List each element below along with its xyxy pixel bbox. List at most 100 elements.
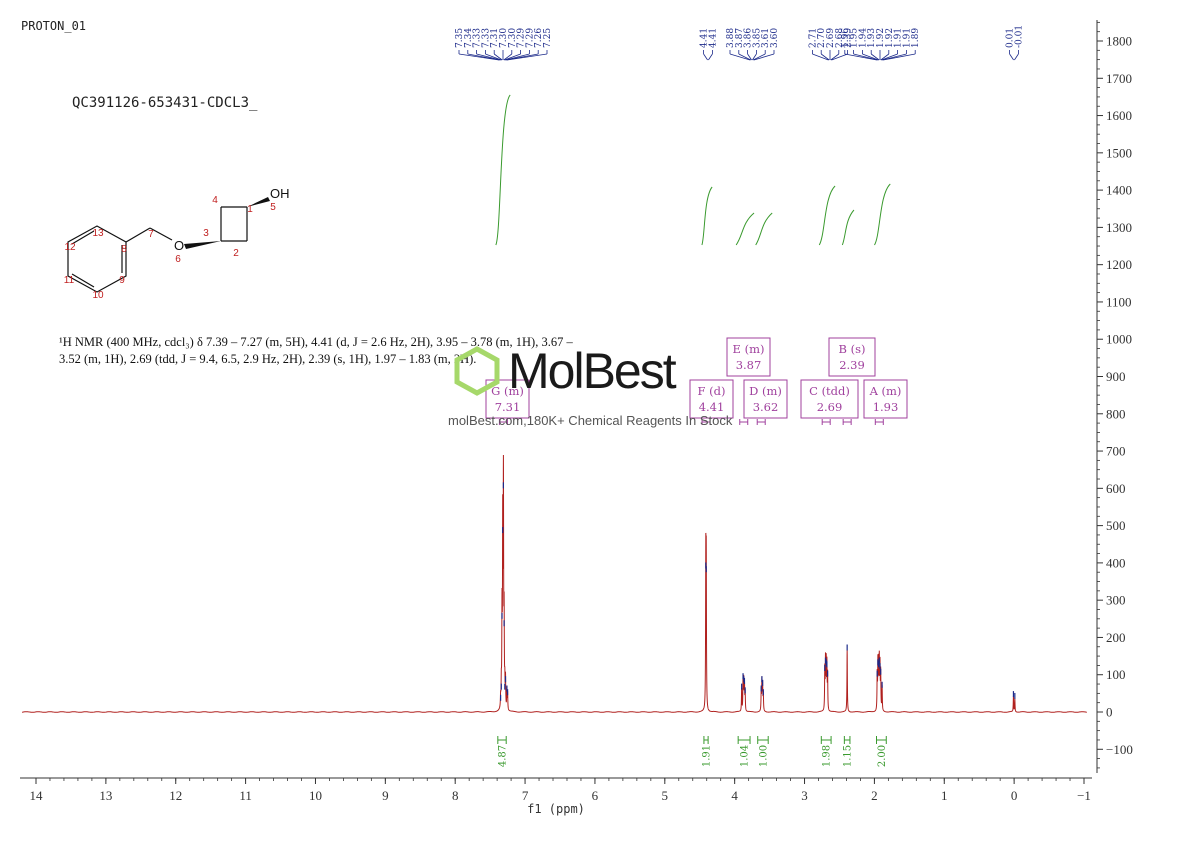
- axes-group: 14 13 12 11 10 9 8 7 6 5 4 3 2 1 0 −1f1 (ppm)1800170016…: [20, 20, 1133, 816]
- multiplet-label: C (tdd): [809, 384, 850, 398]
- peak-shift-label: 1.93: [867, 28, 877, 48]
- peak-label-connector: [493, 53, 503, 61]
- y-tick-label: 1700: [1106, 71, 1132, 86]
- peak-label-connector: [870, 53, 880, 61]
- x-tick-label: 4: [731, 788, 738, 803]
- peak-shift-label: 7.26: [534, 28, 544, 48]
- integral-labels: 4.87 1.91 1.04 1.00 1.98 1.15 2.00: [497, 736, 888, 767]
- peak-shift-label: 4.41: [708, 28, 718, 48]
- atom-number-label: 11: [64, 275, 75, 286]
- peak-shift-label: 7.33: [481, 28, 491, 48]
- multiplet-label: E (m): [733, 342, 765, 356]
- peak-shift-label: 1.92: [876, 28, 886, 48]
- wedge-bond-oh: [247, 197, 270, 207]
- x-tick-label: 0: [1011, 788, 1018, 803]
- peak-label-connector: [1014, 53, 1019, 61]
- peak-label-connector: [476, 53, 501, 61]
- peak-shift-label: 3.85: [752, 28, 762, 48]
- integral-curve: [755, 212, 773, 246]
- peak-shift-label: 1.89: [911, 28, 921, 48]
- integral-value-label: 4.87: [498, 745, 509, 767]
- y-tick-label: 1300: [1106, 220, 1132, 235]
- atom-number-label: 1: [247, 204, 253, 215]
- atom-number-label: 13: [92, 228, 104, 239]
- peak-label-connector: [881, 53, 898, 61]
- multiplet-shift: 3.62: [753, 400, 779, 414]
- peak-label-connector: [485, 53, 502, 61]
- watermark-tagline: molBest.com,180K+ Chemical Reagents In S…: [448, 413, 733, 428]
- peak-shift-label: 7.29: [517, 28, 527, 48]
- spectrum-trace: [21, 454, 1087, 713]
- multiplet-shift: 4.41: [699, 400, 725, 414]
- bond-o-ch2: [149, 227, 173, 241]
- peak-shift-label: 1.95: [850, 28, 860, 48]
- multiplet-box: [800, 379, 859, 419]
- peak-label-connector: [1009, 53, 1014, 61]
- peak-shift-label: 2.69: [826, 28, 836, 48]
- x-tick-label: 1: [941, 788, 948, 803]
- x-tick-label: 11: [239, 788, 252, 803]
- integral-curve: [701, 186, 713, 246]
- x-tick-label: 6: [592, 788, 599, 803]
- peak-label-connector: [504, 53, 521, 61]
- atom-number-label: 2: [233, 248, 239, 259]
- peak-shift-label: 3.86: [744, 28, 754, 48]
- peak-label-connector: [467, 53, 500, 61]
- peak-shift-label: 2.68: [835, 28, 845, 48]
- multiplet-label: A (m): [869, 384, 902, 398]
- integral-curve: [841, 209, 855, 246]
- integral-curve: [874, 183, 891, 246]
- y-tick-label: −100: [1106, 742, 1133, 757]
- peak-shift-label: 1.91: [894, 28, 904, 48]
- y-tick-label: 600: [1106, 481, 1126, 496]
- peak-label-connector: [708, 53, 713, 61]
- atom-number-label: 6: [175, 254, 181, 265]
- atom-number-label: 5: [270, 202, 276, 213]
- peak-label-connector: [812, 53, 829, 61]
- integral-value-label: 1.15: [843, 745, 854, 767]
- atom-number-label: 10: [92, 290, 104, 301]
- integral-curves: [495, 94, 891, 246]
- integral-value-label: 1.04: [740, 745, 751, 767]
- y-tick-label: 1200: [1106, 257, 1132, 272]
- benzene-double-2: [71, 273, 95, 288]
- x-tick-label: 7: [522, 788, 529, 803]
- multiplet-shift: 3.87: [736, 358, 762, 372]
- peak-label-connector: [820, 53, 830, 61]
- peak-shift-label: 7.30: [508, 28, 518, 48]
- peak-shift-label: 1.91: [902, 28, 912, 48]
- peak-label-connector: [830, 53, 840, 61]
- multiplet-box: [828, 337, 876, 377]
- benzene-ring: [67, 225, 127, 293]
- atom-number-label: 12: [64, 242, 76, 253]
- x-tick-label: 2: [871, 788, 878, 803]
- nmr-description-line1: ¹H NMR (400 MHz, cdcl₃) δ 7.39 – 7.27 (m…: [59, 335, 573, 349]
- peak-shift-label: 1.96: [841, 28, 851, 48]
- y-tick-label: 1600: [1106, 108, 1132, 123]
- peak-shift-label: 2.71: [808, 28, 818, 48]
- peak-shift-label: 0.01: [1006, 28, 1016, 48]
- x-tick-label: 3: [801, 788, 808, 803]
- peak-shift-label: 2.39: [844, 28, 854, 48]
- x-tick-label: 12: [169, 788, 182, 803]
- peak-shift-label: 4.41: [700, 28, 710, 48]
- peak-label-connector: [753, 53, 775, 61]
- peak-label-connector: [747, 53, 752, 61]
- atom-number-label: 4: [212, 195, 218, 206]
- integral-value-label: 1.00: [758, 745, 769, 767]
- integral-value-label: 1.91: [702, 745, 713, 767]
- multiplet-box: [485, 379, 530, 419]
- integral-value-label: 1.98: [822, 745, 833, 767]
- peak-shift-label: 7.30: [499, 28, 509, 48]
- y-tick-label: 1000: [1106, 332, 1132, 347]
- multiplet-box: [863, 379, 908, 419]
- peak-shift-label: 7.33: [473, 28, 483, 48]
- y-tick-label: 800: [1106, 406, 1126, 421]
- spectrum-trace-group: [21, 454, 1087, 713]
- molbest-logo-icon: [452, 346, 502, 396]
- multiplet-shift: 7.31: [495, 400, 521, 414]
- y-tick-label: 500: [1106, 518, 1126, 533]
- peak-shift-label: 1.92: [885, 28, 895, 48]
- peak-shift-label: 3.60: [770, 28, 780, 48]
